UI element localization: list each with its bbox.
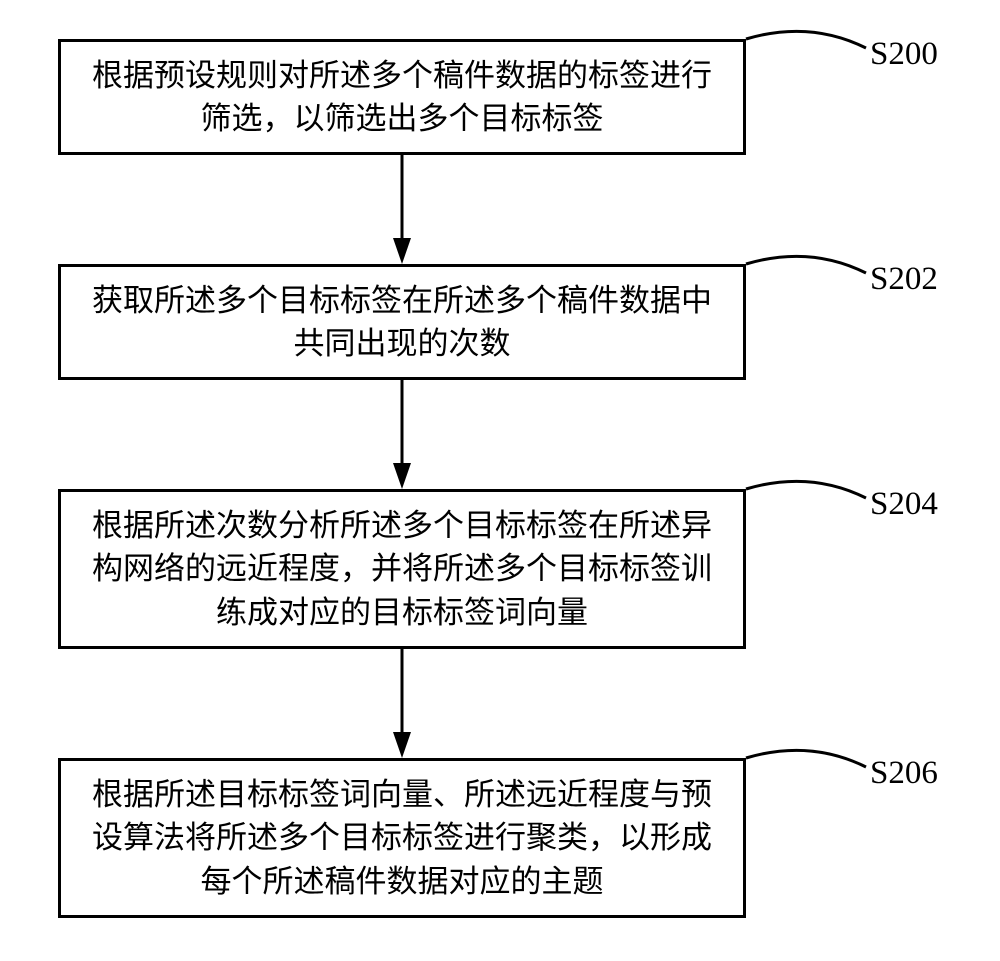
flow-arrow-1 [0,0,1000,961]
flowchart-canvas: 根据预设规则对所述多个稿件数据的标签进行筛选，以筛选出多个目标标签 S200 获… [0,0,1000,961]
